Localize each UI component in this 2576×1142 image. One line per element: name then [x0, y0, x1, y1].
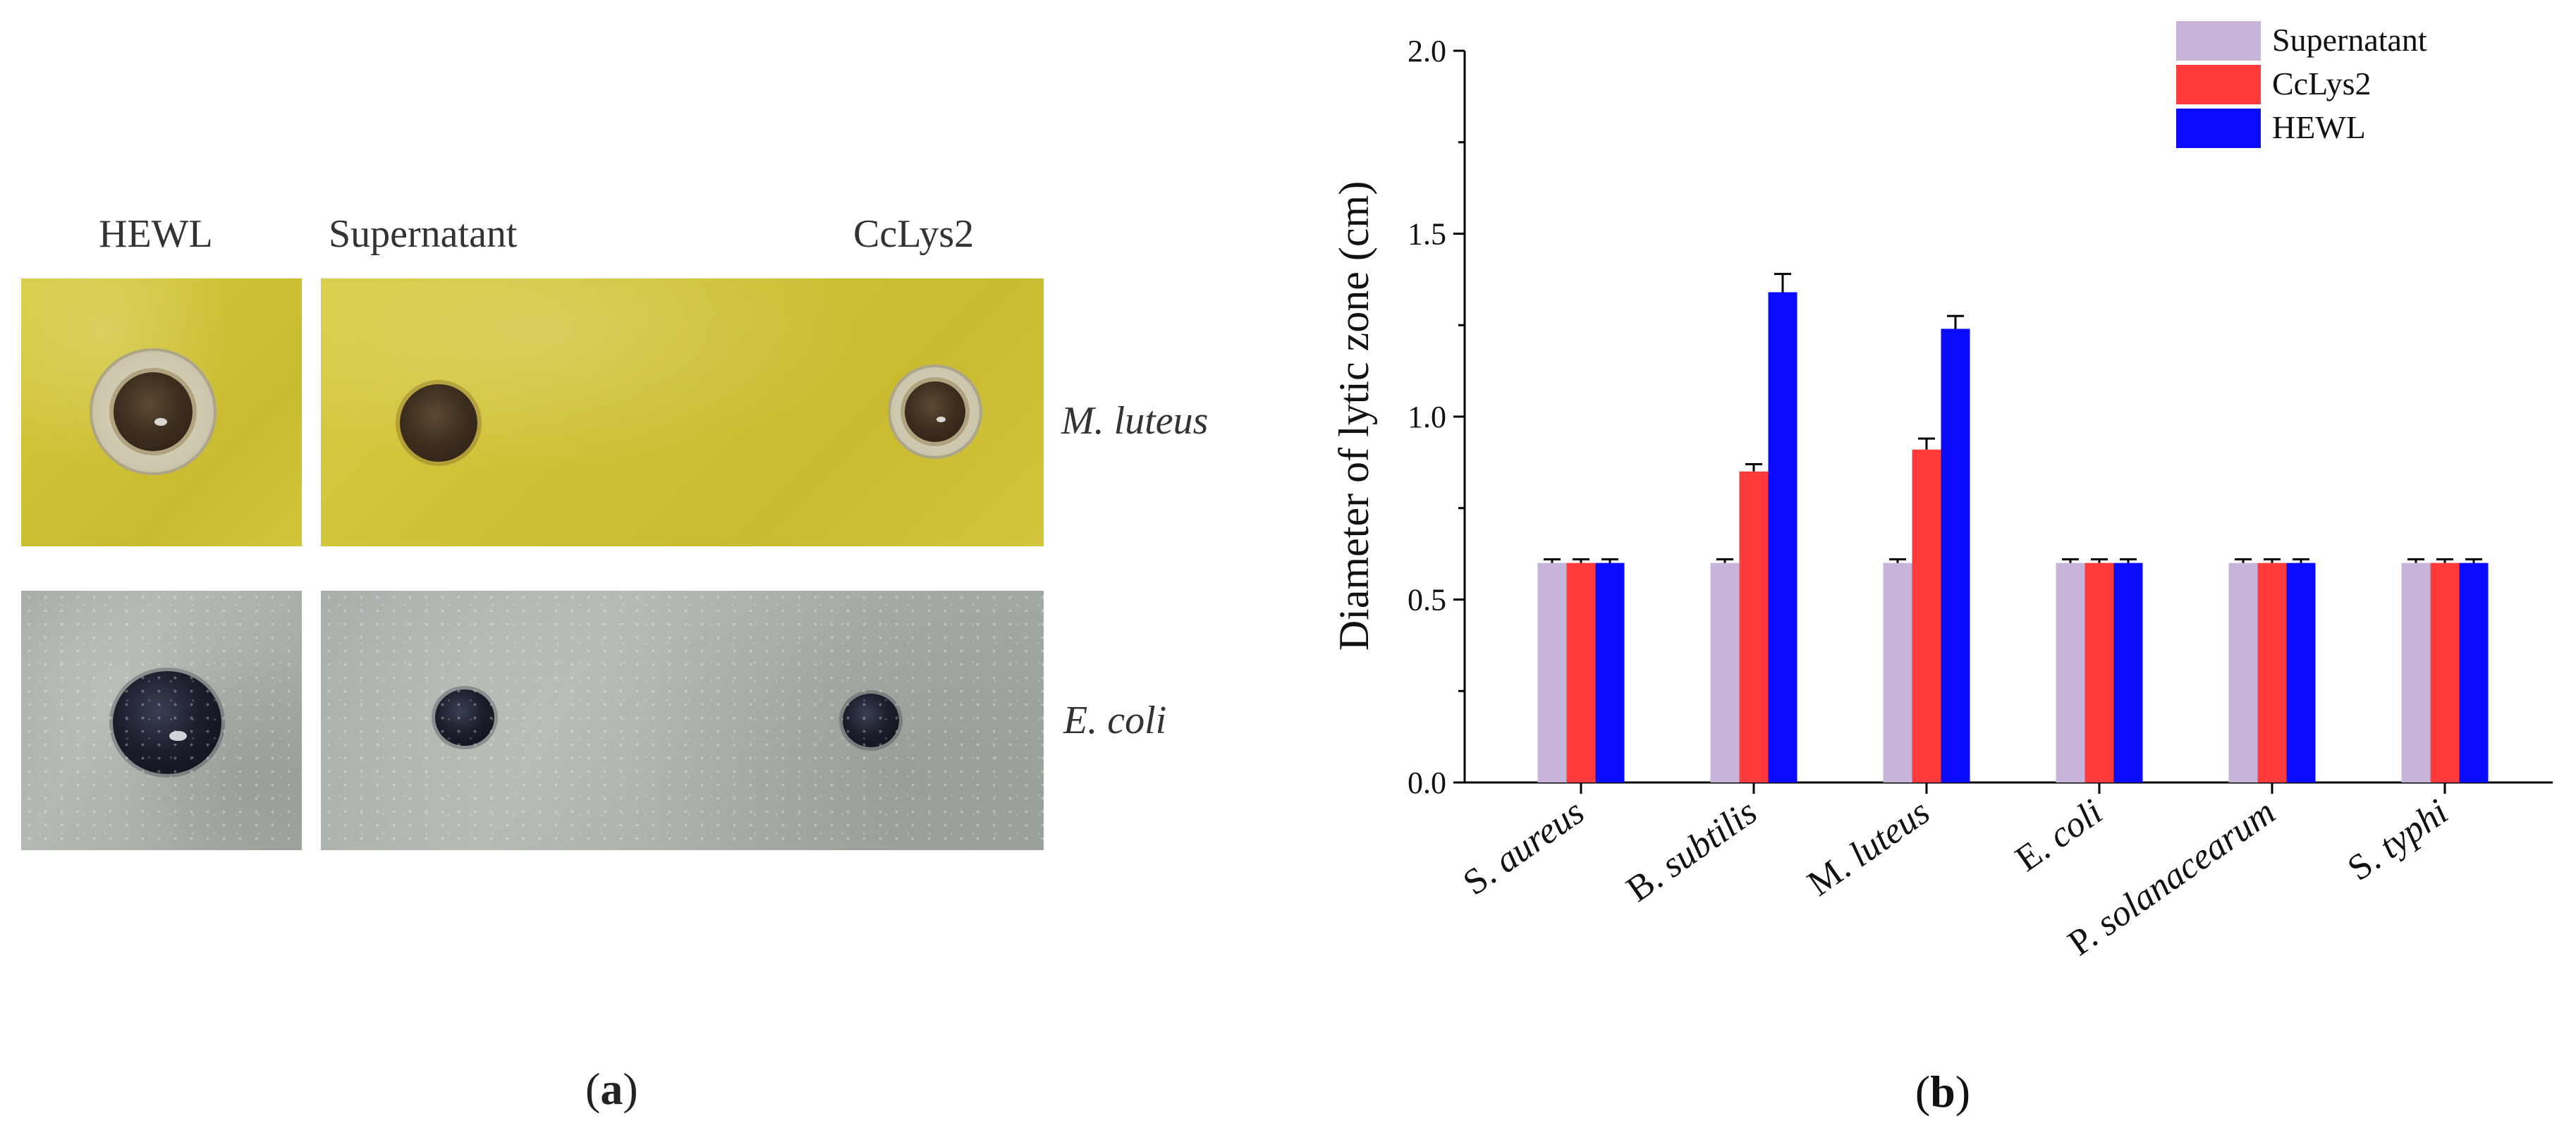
- bar-hewl-3: [1941, 329, 1970, 782]
- bar-supernatant-3: [1883, 563, 1912, 782]
- bar-cclys2-5: [2257, 563, 2287, 782]
- sample-well-supernatant: [435, 689, 494, 746]
- y-tick-label: 1.0: [1408, 400, 1446, 434]
- bar-hewl-2: [1768, 292, 1797, 782]
- chart-bars: [1537, 273, 2489, 782]
- panel-a-photographs: HEWL Supernatant CcLys2 M. luteus E. col…: [21, 212, 1209, 1114]
- bar-supernatant-6: [2401, 563, 2431, 782]
- panel-caption-b: (b): [1915, 1067, 1970, 1117]
- row-label-m-luteus: M. luteus: [1061, 399, 1209, 443]
- bar-hewl-6: [2459, 563, 2489, 782]
- bar-cclys2-2: [1739, 471, 1769, 782]
- legend-label-cclys2: CcLys2: [2272, 66, 2371, 102]
- bar-supernatant-2: [1710, 563, 1740, 782]
- x-tick-label: E. coli: [2008, 792, 2110, 880]
- x-tick-label: S. aureus: [1456, 792, 1592, 903]
- bar-hewl-5: [2286, 563, 2316, 782]
- bar-supernatant-1: [1537, 563, 1567, 782]
- column-label-supernatant: Supernatant: [329, 212, 518, 256]
- column-label-hewl: HEWL: [99, 212, 213, 256]
- sample-well-supernatant: [400, 384, 477, 462]
- bar-cclys2-3: [1912, 449, 1941, 782]
- plate-m-luteus-supernatant-cclys2: [321, 278, 1044, 546]
- y-tick-label: 0.0: [1408, 766, 1446, 800]
- legend-label-hewl: HEWL: [2272, 109, 2366, 145]
- x-tick-label: S. typhi: [2340, 792, 2455, 889]
- bar-supernatant-5: [2228, 563, 2258, 782]
- bar-cclys2-4: [2084, 563, 2114, 782]
- bar-hewl-1: [1595, 563, 1625, 782]
- sample-well-cclys2: [843, 694, 899, 747]
- x-tick-label: B. subtilis: [1619, 792, 1764, 910]
- plate-e-coli-supernatant-cclys2: [321, 591, 1044, 850]
- plate-e-coli-hewl: [21, 591, 302, 850]
- bar-hewl-4: [2113, 563, 2143, 782]
- legend-label-supernatant: Supernatant: [2272, 22, 2427, 58]
- y-axis-label: Diameter of lytic zone (cm): [1331, 181, 1377, 651]
- panel-caption-a: (a): [585, 1064, 638, 1114]
- column-label-cclys2: CcLys2: [853, 212, 975, 256]
- plate-m-luteus-hewl: [21, 278, 302, 546]
- legend-swatch-hewl: [2176, 109, 2261, 148]
- legend-swatch-cclys2: [2176, 65, 2261, 104]
- bar-cclys2-1: [1566, 563, 1596, 782]
- bar-supernatant-4: [2056, 563, 2085, 782]
- row-label-e-coli: E. coli: [1063, 699, 1167, 742]
- legend-swatch-supernatant: [2176, 21, 2261, 61]
- chart-legend: Supernatant CcLys2 HEWL: [2176, 21, 2427, 148]
- y-tick-label: 0.5: [1408, 583, 1446, 618]
- y-tick-label: 1.5: [1408, 217, 1446, 252]
- x-tick-label: M. luteus: [1800, 792, 1937, 904]
- y-tick-label: 2.0: [1408, 34, 1446, 68]
- sample-well: [114, 372, 193, 451]
- bar-cclys2-6: [2430, 563, 2460, 782]
- sample-well-cclys2: [905, 381, 965, 442]
- sample-well: [113, 671, 221, 774]
